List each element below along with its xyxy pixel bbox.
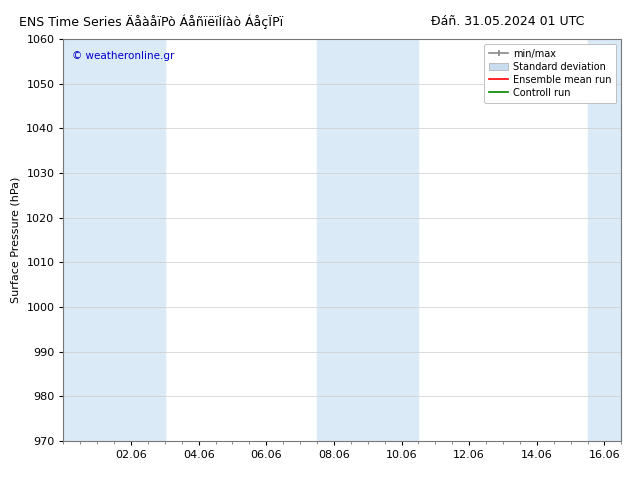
Y-axis label: Surface Pressure (hPa): Surface Pressure (hPa) [11, 177, 21, 303]
Text: ENS Time Series ÄåàåïPò Áåñïëïİíàò ÁåçÏPï: ENS Time Series ÄåàåïPò Áåñïëïİíàò ÁåçÏP… [19, 15, 283, 29]
Bar [317, 39, 418, 441]
Text: Đáñ. 31.05.2024 01 UTC: Đáñ. 31.05.2024 01 UTC [431, 15, 585, 28]
Bar [588, 39, 621, 441]
Legend: min/max, Standard deviation, Ensemble mean run, Controll run: min/max, Standard deviation, Ensemble me… [484, 44, 616, 102]
Bar [63, 39, 165, 441]
Text: © weatheronline.gr: © weatheronline.gr [72, 51, 174, 61]
